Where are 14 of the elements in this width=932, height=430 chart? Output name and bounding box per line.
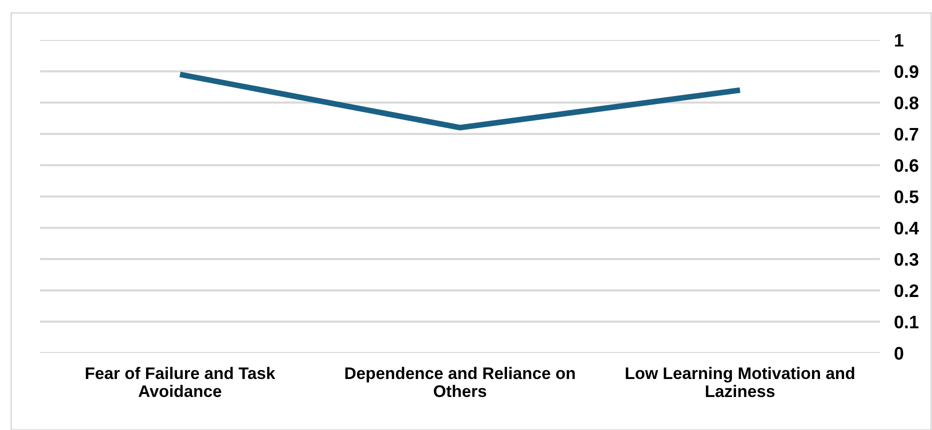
y-tick-label: 0.2 (894, 284, 918, 298)
y-tick-label: 0.5 (894, 190, 918, 204)
y-tick-label: 0.4 (894, 222, 919, 235)
y-tick-label: 1 (895, 34, 904, 47)
y-tick-label: 0.8 (894, 96, 918, 110)
x-tick-label: Fear of Failure and Task Avoidance (86, 366, 276, 398)
x-tick-label: Dependence and Reliance on Others (345, 366, 575, 398)
y-tick-label: 0 (894, 346, 904, 360)
y-tick-label: 0.9 (894, 65, 918, 78)
y-tick-label: 0.6 (894, 159, 918, 172)
y-tick-label: 0.7 (894, 128, 918, 141)
y-tick-label: 0.3 (894, 253, 918, 266)
x-tick-label: Low Learning Motivation and Laziness (626, 366, 854, 398)
y-tick-label: 0.1 (894, 316, 918, 328)
